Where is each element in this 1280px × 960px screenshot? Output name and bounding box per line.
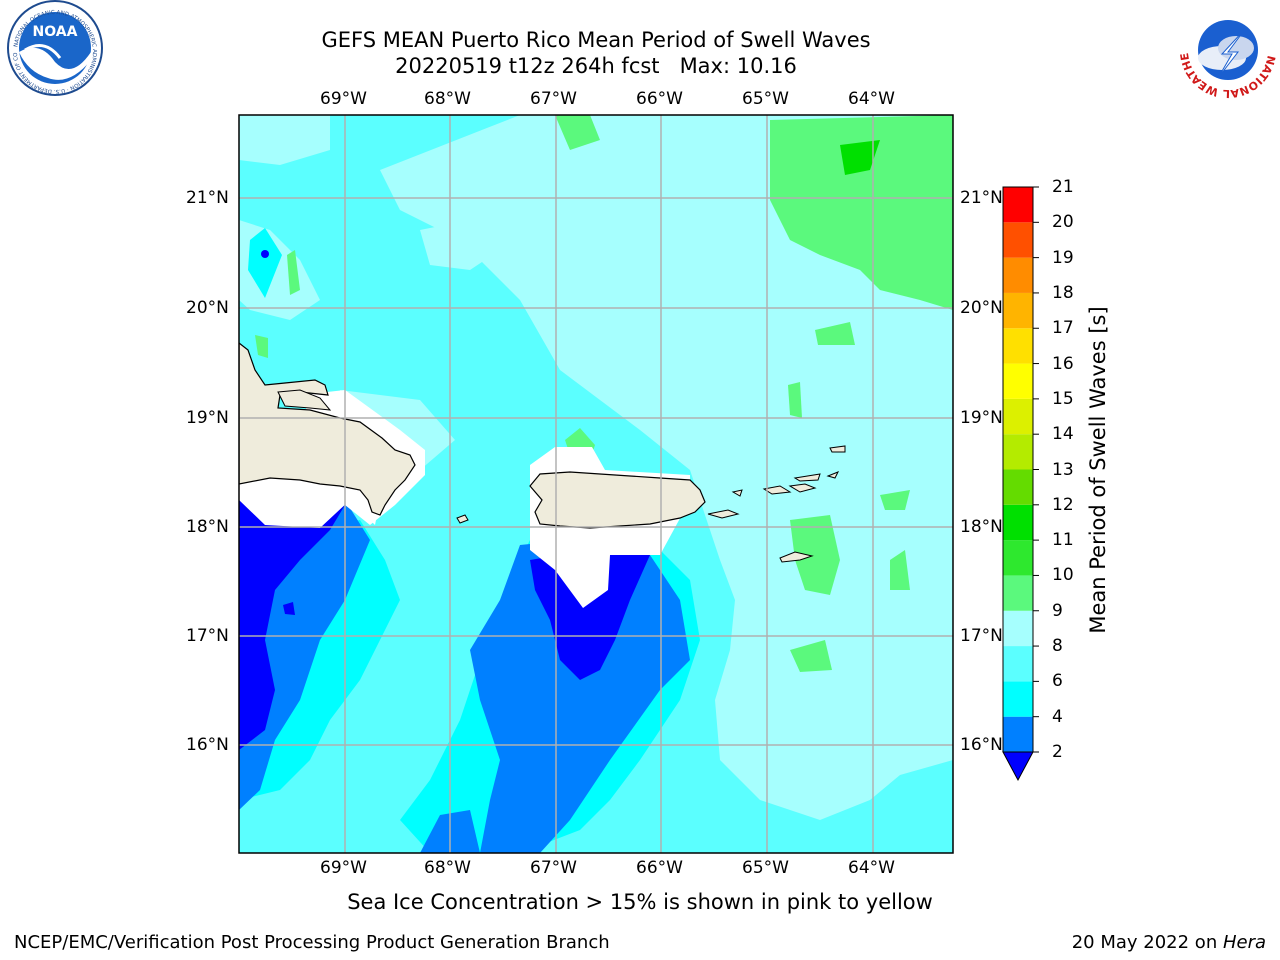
colorbar-segment xyxy=(1003,610,1033,647)
colorbar-segment xyxy=(1003,292,1033,329)
colorbar-segment xyxy=(1003,434,1033,470)
lon-label-bottom: 66°W xyxy=(636,858,683,878)
colorbar-tick-label: 18 xyxy=(1052,282,1074,303)
sea-ice-caption: Sea Ice Concentration > 15% is shown in … xyxy=(347,890,933,914)
colorbar-segment xyxy=(1003,540,1033,576)
colorbar-segment xyxy=(1003,328,1033,364)
colorbar-segment xyxy=(1003,469,1033,505)
colorbar-segment xyxy=(1003,257,1033,293)
colorbar-segment xyxy=(1003,646,1033,682)
colorbar-tick-label: 11 xyxy=(1052,530,1074,551)
colorbar-tick-label: 6 xyxy=(1052,671,1063,692)
lon-label-top: 68°W xyxy=(424,89,471,109)
lon-label-top: 66°W xyxy=(636,89,683,109)
colorbar-segment xyxy=(1003,575,1033,611)
colorbar-tick-label: 17 xyxy=(1052,318,1074,339)
colorbar-segment xyxy=(1003,681,1033,717)
lat-label-left: 20°N xyxy=(186,298,229,318)
colorbar-segment xyxy=(1003,716,1033,752)
colorbar-tick-label: 15 xyxy=(1052,388,1074,409)
lon-label-top: 69°W xyxy=(320,89,367,109)
lon-label-top: 64°W xyxy=(848,89,895,109)
nws-logo: NATIONAL WEATHER SERVICE xyxy=(0,0,1278,100)
lat-label-right: 16°N xyxy=(960,735,1003,755)
footer-date-text: 20 May 2022 on xyxy=(1071,932,1223,953)
lat-label-right: 18°N xyxy=(960,517,1003,537)
lat-label-right: 21°N xyxy=(960,188,1003,208)
lat-label-left: 21°N xyxy=(186,188,229,208)
colorbar-tick-label: 13 xyxy=(1052,459,1074,480)
footer-date: 20 May 2022 on Hera xyxy=(1072,932,1266,953)
colorbar-extend-triangle xyxy=(1002,751,1034,782)
colorbar-segment xyxy=(1003,187,1033,223)
colorbar-segment xyxy=(1003,504,1033,541)
colorbar xyxy=(1002,186,1039,782)
lon-label-bottom: 65°W xyxy=(742,858,789,878)
lat-label-left: 19°N xyxy=(186,408,229,428)
colorbar-tick-label: 4 xyxy=(1052,706,1063,727)
lat-label-left: 17°N xyxy=(186,626,229,646)
colorbar-tick-label: 21 xyxy=(1052,177,1074,197)
footer-host: Hera xyxy=(1222,932,1266,953)
colorbar-tick-label: 9 xyxy=(1052,600,1063,621)
map-frame xyxy=(238,114,954,854)
lat-label-left: 18°N xyxy=(186,517,229,537)
graticule xyxy=(239,115,953,853)
colorbar-tick-label: 2 xyxy=(1052,742,1063,762)
lat-label-right: 17°N xyxy=(960,626,1003,646)
lat-label-right: 19°N xyxy=(960,408,1003,428)
lon-label-bottom: 64°W xyxy=(848,858,895,878)
colorbar-segment xyxy=(1003,363,1033,399)
lon-label-bottom: 68°W xyxy=(424,858,471,878)
lon-label-top: 65°W xyxy=(742,89,789,109)
noaa-logo: NOAA NATIONAL OCEANIC AND ATMOSPHERIC AD… xyxy=(0,0,103,96)
colorbar-segment xyxy=(1003,222,1033,258)
footer-credit: NCEP/EMC/Verification Post Processing Pr… xyxy=(14,932,610,953)
colorbar-tick-label: 16 xyxy=(1052,353,1074,374)
lon-label-bottom: 67°W xyxy=(530,858,577,878)
svg-text:NATIONAL WEATHER SERVICE: NATIONAL WEATHER SERVICE xyxy=(0,0,1278,100)
swell-period-field xyxy=(239,115,953,853)
colorbar-tick-label: 14 xyxy=(1052,424,1074,445)
colorbar-tick-label: 20 xyxy=(1052,212,1074,233)
map-title: GEFS MEAN Puerto Rico Mean Period of Swe… xyxy=(296,27,896,79)
colorbar-tick-label: 12 xyxy=(1052,494,1074,515)
colorbar-tick-label: 10 xyxy=(1052,565,1074,586)
lon-label-bottom: 69°W xyxy=(320,858,367,878)
colorbar-tick-label: 8 xyxy=(1052,636,1063,657)
noaa-text: NOAA xyxy=(33,24,78,40)
lon-label-top: 67°W xyxy=(530,89,577,109)
title-line-2: 20220519 t12z 264h fcst Max: 10.16 xyxy=(395,54,797,78)
title-line-1: GEFS MEAN Puerto Rico Mean Period of Swe… xyxy=(321,28,871,52)
colorbar-segment xyxy=(1003,398,1033,435)
lat-label-right: 20°N xyxy=(960,298,1003,318)
colorbar-tick-label: 19 xyxy=(1052,247,1074,268)
lat-label-left: 16°N xyxy=(186,735,229,755)
colorbar-title: Mean Period of Swell Waves [s] xyxy=(1086,306,1110,634)
